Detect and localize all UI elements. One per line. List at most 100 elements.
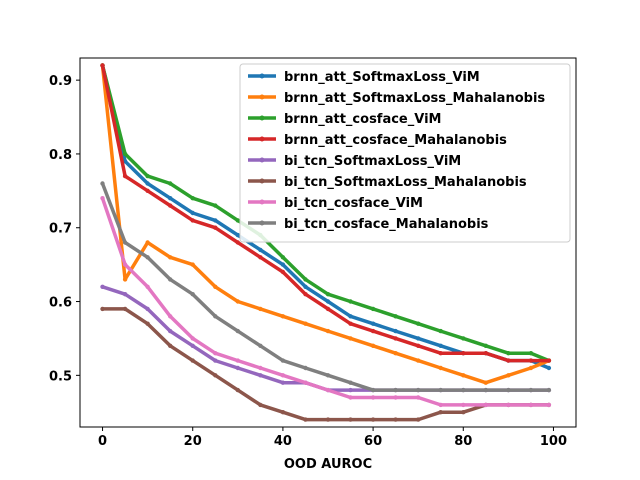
series-7-point [461, 402, 466, 408]
series-8-point [235, 328, 240, 334]
series-4-point [258, 255, 263, 260]
series-8-point [168, 277, 173, 282]
series-2-point [393, 351, 398, 356]
series-5-point [168, 328, 173, 334]
legend-label: bi_tcn_cosface_Mahalanobis [284, 217, 489, 232]
legend-marker [259, 115, 265, 121]
series-7-point [393, 395, 398, 400]
series-6-point [438, 410, 443, 415]
x-tick-label: 100 [540, 434, 567, 449]
series-3-point [370, 306, 376, 312]
series-8-point [258, 343, 263, 348]
series-2-point [483, 380, 488, 385]
legend-label: brnn_att_cosface_Mahalanobis [284, 133, 507, 148]
series-7-point [325, 387, 331, 393]
legend-marker [259, 157, 265, 163]
series-2-point [348, 336, 353, 341]
series-4-point [461, 351, 466, 356]
x-tick-label: 80 [454, 434, 472, 449]
series-5-point [145, 306, 150, 312]
series-7-point [303, 380, 308, 385]
series-1-point [438, 343, 443, 348]
series-8-point [546, 387, 552, 393]
series-6-point [235, 387, 240, 393]
series-1-point [546, 365, 552, 371]
series-5-point [235, 365, 240, 371]
series-3-point [528, 351, 534, 356]
series-4-point [483, 351, 488, 356]
series-5-point [190, 343, 195, 348]
legend-label: brnn_att_SoftmaxLoss_Mahalanobis [284, 91, 545, 106]
series-4-point [546, 358, 552, 363]
series-7-point [416, 395, 421, 400]
series-3-point [213, 203, 218, 208]
series-5-point [213, 358, 218, 363]
series-6-point [258, 402, 263, 408]
x-tick-label: 60 [364, 434, 382, 449]
series-1-point [280, 262, 286, 267]
y-tick-label: 0.7 [49, 222, 72, 237]
series-8-point [506, 387, 511, 393]
series-8-point [303, 365, 308, 371]
series-2-point [416, 358, 421, 363]
legend-label: brnn_att_cosface_ViM [284, 112, 441, 127]
series-2-point [506, 373, 511, 378]
series-6-point [213, 373, 218, 378]
series-8-point [348, 380, 353, 385]
series-5-point [122, 292, 128, 297]
series-4-point [190, 218, 195, 223]
series-7-point [348, 395, 353, 400]
x-axis-label: OOD AUROC [284, 457, 372, 472]
series-5-point [100, 284, 105, 289]
series-4-point [145, 188, 150, 193]
series-3-point [416, 321, 421, 326]
series-5-point [258, 373, 263, 378]
series-2-point [145, 240, 150, 245]
legend-marker [259, 73, 265, 79]
series-8-point [528, 387, 534, 393]
series-8-point [370, 387, 376, 393]
x-tick-label: 40 [274, 434, 292, 449]
series-8-point [393, 387, 398, 393]
series-7-point [506, 402, 511, 408]
y-tick-label: 0.6 [49, 296, 72, 311]
axes-frame [79, 57, 577, 428]
series-6-point [122, 306, 128, 312]
series-4-point [348, 321, 353, 326]
series-1-point [348, 314, 353, 319]
series-7-point [438, 402, 443, 408]
legend-label: bi_tcn_SoftmaxLoss_ViM [284, 154, 461, 169]
series-7-point [370, 395, 376, 400]
legend-marker [259, 199, 265, 205]
series-1-point [235, 232, 240, 238]
series-6-point [100, 306, 105, 312]
legend-marker [259, 178, 265, 184]
series-2-point [235, 299, 240, 304]
series-3-point [168, 181, 173, 186]
legend-label: bi_tcn_cosface_ViM [284, 196, 423, 211]
series-8-point [325, 373, 331, 378]
series-7-point [528, 402, 534, 408]
series-3-point [461, 336, 466, 341]
series-layer [100, 63, 552, 422]
series-4-point [168, 203, 173, 208]
series-6-point [370, 417, 376, 422]
series-7-point [235, 358, 240, 363]
series-7-point [280, 373, 286, 378]
series-4-point [506, 358, 511, 363]
series-4-point [122, 173, 128, 179]
legend-marker [259, 220, 265, 226]
series-4-point [370, 328, 376, 334]
series-1-point [213, 218, 218, 223]
series-2-point [122, 277, 128, 282]
legend-label: bi_tcn_SoftmaxLoss_Mahalanobis [284, 175, 527, 190]
y-tick-label: 0.8 [49, 148, 72, 163]
series-2-point [528, 365, 534, 371]
legend-label: brnn_att_SoftmaxLoss_ViM [284, 70, 480, 85]
y-tick-label: 0.9 [49, 74, 72, 89]
series-3-point [483, 343, 488, 348]
legend: brnn_att_SoftmaxLoss_ViM brnn_att_Softmax… [239, 63, 571, 243]
series-7-point [100, 196, 105, 201]
series-8-point [145, 255, 150, 260]
